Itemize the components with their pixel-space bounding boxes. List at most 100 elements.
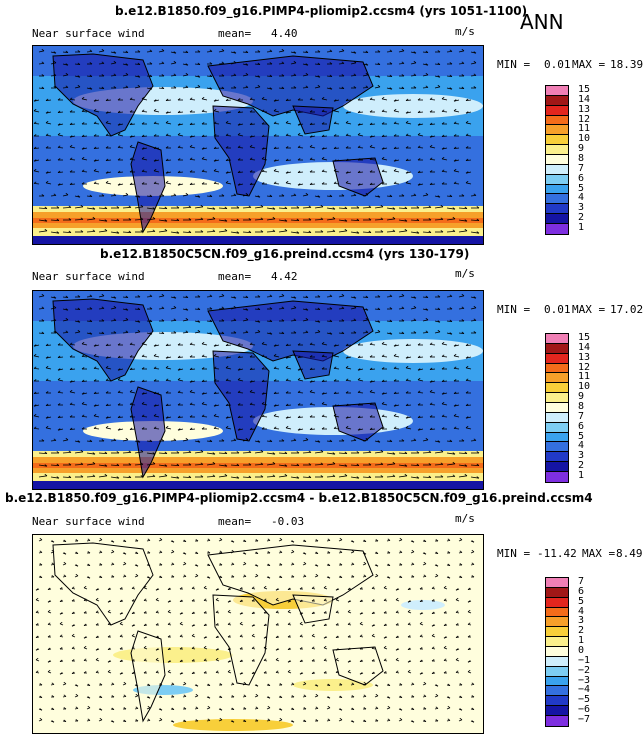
panel-2-mean-label: mean= [218, 270, 252, 283]
panel-3-units: m/s [455, 512, 475, 525]
colorbar-swatch [546, 164, 568, 175]
colorbar-tick-label: 11 [578, 123, 591, 135]
colorbar-swatch [546, 607, 568, 618]
panel-1-mean-value: 4.40 [271, 27, 298, 40]
colorbar-swatch [546, 343, 568, 354]
colorbar-swatch [546, 86, 568, 96]
colorbar-tick-label: −1 [578, 654, 591, 666]
colorbar-tick-label: −6 [578, 704, 591, 716]
panel-3-mean-value: -0.03 [271, 515, 305, 528]
colorbar-tick-label: 8 [578, 153, 585, 164]
colorbar-swatch [546, 204, 568, 215]
colorbar-swatch [546, 442, 568, 453]
colorbar-tick-label: −3 [578, 674, 591, 686]
colorbar-tick-label: 7 [578, 575, 585, 587]
colorbar-swatch [546, 115, 568, 126]
colorbar-swatch [546, 383, 568, 394]
colorbar-swatch [546, 214, 568, 225]
colorbar-swatch [546, 125, 568, 136]
colorbar-tick-label: 4 [578, 440, 585, 452]
colorbar-tick-label: 5 [578, 182, 585, 194]
colorbar-swatch [546, 422, 568, 433]
colorbar-tick-label: 5 [578, 595, 585, 607]
colorbar-swatch [546, 105, 568, 116]
colorbar-swatch [546, 373, 568, 384]
colorbar-tick-label: −7 [578, 714, 591, 726]
colorbar-tick-label: 6 [578, 585, 585, 597]
panel-3-max-label: MAX = [582, 547, 616, 560]
panel-2-title: b.e12.B1850C5CN.f09_g16.preind.ccsm4 (yr… [100, 247, 470, 261]
panel-3-max-value: 8.49 [616, 547, 643, 560]
colorbar-tick-label: 9 [578, 391, 585, 403]
colorbar-tick-label: 4 [578, 605, 585, 617]
panel-3-min-label: MIN = [497, 547, 531, 560]
colorbar-swatch [546, 224, 568, 234]
colorbar-tick-label: 11 [578, 371, 591, 383]
colorbar-swatch [546, 403, 568, 413]
colorbar-swatch [546, 353, 568, 364]
panel-1-map [32, 45, 484, 245]
colorbar-tick-label: 12 [578, 113, 591, 125]
colorbar-tick-label: 5 [578, 430, 585, 442]
colorbar-tick-label: 2 [578, 212, 585, 224]
colorbar-tick-label: 9 [578, 143, 585, 155]
colorbar-tick-label: 3 [578, 615, 585, 627]
colorbar-swatch [546, 597, 568, 608]
colorbar-tick-label: 6 [578, 420, 585, 432]
colorbar-swatch [546, 155, 568, 165]
colorbar-swatch [546, 432, 568, 443]
colorbar-tick-label: 2 [578, 460, 585, 472]
colorbar-swatch [546, 393, 568, 404]
panel-2-min-value: 0.01 [544, 303, 571, 316]
panel-2-max-value: 17.02 [610, 303, 644, 316]
colorbar-swatch [546, 686, 568, 697]
colorbar-swatch [546, 676, 568, 687]
panel-1-units: m/s [455, 25, 475, 38]
colorbar-swatch [546, 647, 568, 657]
colorbar-tick-label: −5 [578, 694, 591, 706]
season-label: ANN [520, 10, 564, 34]
colorbar-tick-label: 15 [578, 83, 591, 95]
panel-3-title: b.e12.B1850.f09_g16.PIMP4-pliomip2.ccsm4… [5, 491, 593, 505]
panel-1-min-label: MIN = [497, 58, 531, 71]
colorbar-swatch [546, 452, 568, 463]
colorbar-swatch [546, 145, 568, 156]
panel-2-mean-value: 4.42 [271, 270, 298, 283]
colorbar-tick-label: 0 [578, 645, 585, 656]
panel-1-max-label: MAX = [572, 58, 606, 71]
colorbar-tick-label: −4 [578, 684, 591, 696]
colorbar-tick-label: 1 [578, 635, 585, 647]
map-field [33, 46, 483, 244]
panel-2-map [32, 290, 484, 490]
colorbar-tick-label: 8 [578, 401, 585, 412]
colorbar-swatch [546, 627, 568, 638]
colorbar-swatch [546, 95, 568, 106]
map-field [33, 291, 483, 489]
colorbar-tick-label: 14 [578, 341, 591, 353]
colorbar-tick-label: 13 [578, 103, 591, 115]
colorbar-tick-label: 4 [578, 192, 585, 204]
colorbar-swatch [546, 578, 568, 588]
panel-3-colorbar [545, 577, 569, 727]
colorbar-tick-label: 7 [578, 162, 585, 174]
colorbar-swatch [546, 706, 568, 717]
panel-3-variable: Near surface wind [32, 515, 145, 528]
colorbar-tick-label: 3 [578, 450, 585, 462]
colorbar-swatch [546, 656, 568, 667]
panel-3-min-value: -11.42 [537, 547, 577, 560]
colorbar-tick-label: 1 [578, 222, 585, 234]
panel-2-variable: Near surface wind [32, 270, 145, 283]
colorbar-tick-label: 15 [578, 331, 591, 343]
colorbar-tick-label: 7 [578, 410, 585, 422]
panel-1-variable: Near surface wind [32, 27, 145, 40]
colorbar-tick-label: 1 [578, 470, 585, 482]
colorbar-swatch [546, 412, 568, 423]
colorbar-swatch [546, 716, 568, 726]
colorbar-swatch [546, 472, 568, 482]
colorbar-swatch [546, 184, 568, 195]
colorbar-swatch [546, 696, 568, 707]
colorbar-swatch [546, 617, 568, 628]
panel-3-map [32, 534, 484, 734]
panel-1-max-value: 18.39 [610, 58, 644, 71]
panel-1-colorbar [545, 85, 569, 235]
